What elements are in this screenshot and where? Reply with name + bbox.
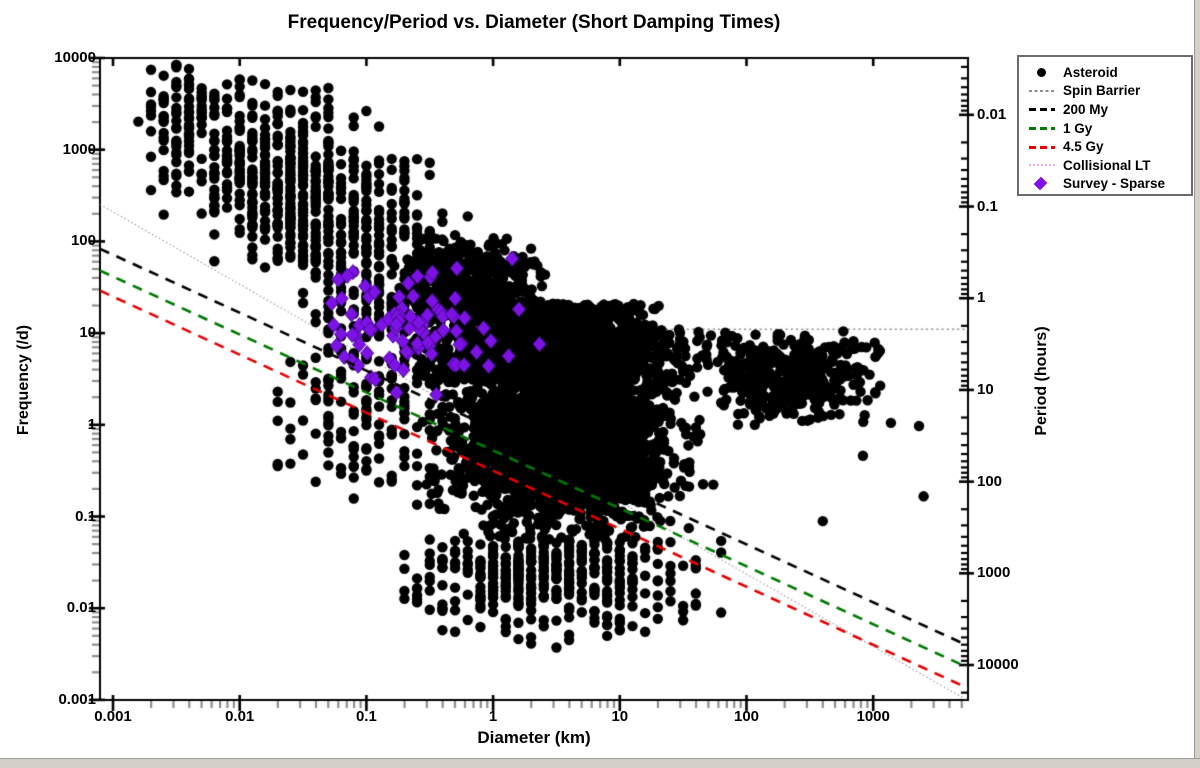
y-right-tick-label: 100	[977, 472, 1003, 490]
x-tick-label: 0.1	[355, 708, 377, 725]
dots-legend-marker-icon	[1028, 85, 1056, 97]
legend-item-1-gy: 1 Gy	[1028, 119, 1191, 138]
legend-item-4-5-gy: 4.5 Gy	[1028, 137, 1191, 156]
y-left-tick-label: 10000	[54, 49, 96, 66]
dash-legend-marker-icon	[1028, 141, 1056, 153]
dash-legend-marker-icon	[1028, 122, 1056, 134]
legend-label: 200 My	[1063, 101, 1109, 117]
x-tick-label: 1	[488, 708, 498, 725]
x-axis-title: Diameter (km)	[477, 728, 591, 747]
x-tick-label: 10	[611, 708, 629, 725]
legend-item-200-my: 200 My	[1028, 100, 1191, 119]
legend-label: 1 Gy	[1063, 120, 1093, 136]
legend-label: Survey - Sparse	[1063, 176, 1166, 192]
y-left-tick-label: 1000	[62, 140, 96, 158]
legend-item-asteroid: Asteroid	[1028, 63, 1191, 82]
x-tick-label: 0.01	[225, 708, 255, 725]
y-left-tick-label: 10	[79, 324, 96, 342]
y-left-tick-label: 1	[87, 415, 96, 433]
x-tick-label: 0.001	[94, 708, 132, 725]
y-right-tick-label: 1	[977, 289, 986, 307]
y-left-tick-label: 100	[70, 232, 96, 250]
y-left-tick-label: 0.001	[58, 690, 96, 708]
finedots-legend-marker-icon	[1028, 159, 1056, 171]
legend-item-spin-barrier: Spin Barrier	[1028, 82, 1191, 101]
legend-item-survey-sparse: Survey - Sparse	[1028, 175, 1191, 194]
legend-label: Spin Barrier	[1063, 83, 1141, 99]
circle-legend-marker-icon	[1028, 66, 1056, 78]
chart-title: Frequency/Period vs. Diameter (Short Dam…	[287, 12, 781, 33]
legend-label: Asteroid	[1063, 64, 1118, 80]
y-right-tick-label: 1000	[977, 564, 1011, 582]
y-right-tick-label: 0.01	[977, 105, 1007, 123]
y-right-tick-label: 10000	[977, 656, 1019, 674]
y-left-tick-label: 0.01	[66, 599, 96, 617]
x-tick-label: 1000	[856, 708, 890, 725]
legend-label: 4.5 Gy	[1063, 139, 1104, 155]
window-right-border	[1194, 0, 1200, 768]
legend: Asteroid Spin Barrier 200 My 1 Gy 4.5 Gy Coll…	[1017, 55, 1193, 196]
legend-label: Collisional LT	[1063, 157, 1151, 173]
diamond-legend-marker-icon	[1028, 178, 1056, 190]
y-left-axis-title: Frequency (/d)	[15, 324, 32, 436]
y-right-tick-label: 0.1	[977, 197, 998, 215]
y-right-tick-label: 10	[977, 380, 994, 398]
legend-item-collisional-lt: Collisional LT	[1028, 156, 1191, 175]
y-left-tick-label: 0.1	[75, 507, 96, 525]
x-tick-label: 100	[733, 708, 760, 725]
dash-legend-marker-icon	[1028, 103, 1056, 115]
window-bottom-border	[0, 758, 1200, 768]
